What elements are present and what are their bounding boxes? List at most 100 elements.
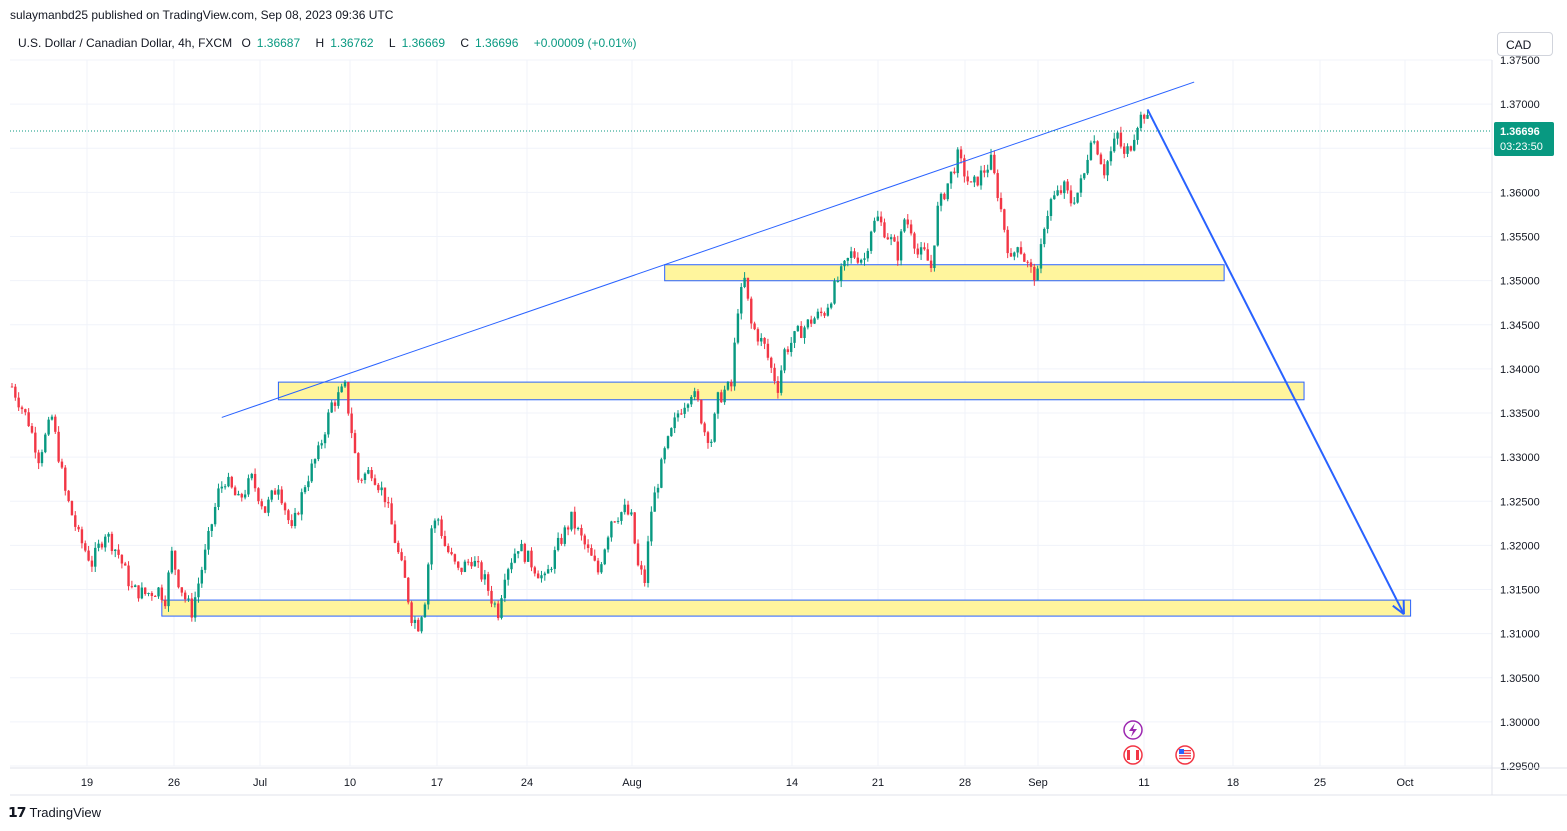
candle-body [1119, 132, 1123, 147]
candle-body [636, 543, 640, 566]
candle-body [720, 392, 723, 403]
candle-body [843, 260, 846, 267]
candle-body [287, 510, 290, 521]
candle-body [553, 550, 556, 569]
candle-body [543, 573, 546, 576]
candle-body [270, 490, 273, 500]
candle-body [660, 459, 663, 488]
candle-body [969, 181, 973, 183]
candle-body [886, 237, 889, 240]
candle-body [780, 370, 783, 393]
candle-body [453, 554, 457, 562]
candle-body [310, 463, 313, 482]
candle-body [833, 281, 836, 304]
candle-body [490, 590, 493, 604]
candle-body [810, 319, 813, 324]
candle-body [939, 193, 943, 206]
bar-countdown: 03:23:50 [1500, 141, 1543, 153]
candle-body [170, 550, 174, 573]
candle-body [926, 249, 929, 261]
candle-body [683, 407, 686, 414]
candle-body [283, 503, 287, 511]
candle-body [523, 543, 527, 562]
open-value: 1.36687 [256, 36, 301, 50]
candle-body [800, 326, 803, 338]
candle-body [134, 585, 137, 587]
x-tick-label: Aug [622, 777, 642, 789]
candle-body [290, 520, 293, 526]
candle-body [1143, 114, 1146, 119]
high-value: 1.36762 [330, 36, 374, 50]
candle-body [387, 502, 390, 504]
currency-button[interactable]: CAD [1497, 32, 1553, 56]
candle-body [883, 222, 886, 238]
x-tick-label: 26 [168, 777, 180, 789]
candle-body [190, 598, 194, 618]
candle-body [460, 567, 463, 572]
candle-body [293, 512, 297, 526]
x-tick-label: 17 [431, 777, 443, 789]
candle-body [786, 349, 790, 353]
us-flag-stripe [1179, 752, 1191, 754]
footer-brand[interactable]: 𝟭𝟳 TradingView [8, 804, 101, 821]
candle-body [576, 528, 580, 530]
candle-body [1013, 252, 1016, 257]
candle-body [979, 170, 983, 186]
candle-body [1106, 161, 1109, 176]
candle-body [1066, 181, 1069, 191]
candle-body [20, 407, 24, 410]
candle-body [440, 519, 443, 537]
candle-body [763, 337, 766, 344]
candle-body [77, 526, 80, 530]
high-label: H [315, 36, 325, 50]
candle-body [806, 319, 810, 328]
candlesticks [10, 110, 1149, 634]
candle-body [107, 533, 110, 537]
candle-body [1046, 216, 1049, 229]
candle-body [613, 521, 616, 523]
candle-body [1146, 114, 1149, 119]
candle-body [700, 399, 703, 424]
candle-body [626, 504, 630, 515]
close-label: C [460, 36, 470, 50]
candle-body [233, 487, 237, 496]
candle-body [829, 303, 833, 308]
candle-body [583, 535, 586, 545]
arrow-head [1392, 604, 1405, 616]
candle-body [114, 549, 117, 551]
candle-body [37, 452, 40, 464]
x-tick-label: 10 [344, 777, 356, 789]
x-tick-label: Jul [253, 777, 267, 789]
candle-body [1063, 181, 1066, 194]
candle-body [493, 603, 497, 605]
x-tick-label: 24 [521, 777, 533, 789]
candle-body [403, 560, 407, 578]
y-tick-label: 1.36000 [1500, 187, 1540, 199]
x-tick-label: 19 [81, 777, 93, 789]
candle-body [1069, 190, 1073, 204]
candle-body [530, 550, 533, 568]
candle-body [50, 416, 54, 420]
candle-body [473, 560, 477, 567]
candle-body [480, 562, 483, 580]
candle-body [160, 587, 164, 601]
candle-body [380, 487, 383, 491]
candle-body [946, 183, 949, 200]
canada-flag-center [1130, 750, 1136, 760]
axes: 1.375001.370001.365001.360001.355001.350… [10, 55, 1567, 796]
candle-body [367, 470, 370, 474]
candle-body [1103, 164, 1106, 176]
candle-body [1029, 262, 1033, 267]
candle-body [1056, 190, 1059, 196]
candle-body [267, 499, 270, 513]
candle-body [97, 543, 100, 548]
candle-body [703, 423, 706, 433]
change-value: +0.00009 (+0.01%) [533, 36, 637, 50]
candle-body [966, 176, 969, 182]
us-flag-stripe [1179, 750, 1191, 752]
candle-body [297, 512, 300, 515]
candle-body [277, 489, 280, 495]
candle-body [1136, 127, 1139, 140]
candle-body [147, 592, 150, 595]
